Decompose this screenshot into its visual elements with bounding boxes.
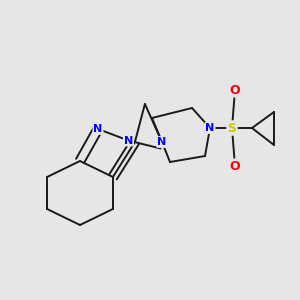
Text: N: N [124, 136, 133, 146]
Text: N: N [93, 124, 103, 134]
Text: O: O [230, 83, 240, 97]
Text: N: N [158, 137, 166, 147]
Text: O: O [230, 160, 240, 172]
Text: S: S [227, 122, 236, 134]
Text: N: N [206, 123, 214, 133]
